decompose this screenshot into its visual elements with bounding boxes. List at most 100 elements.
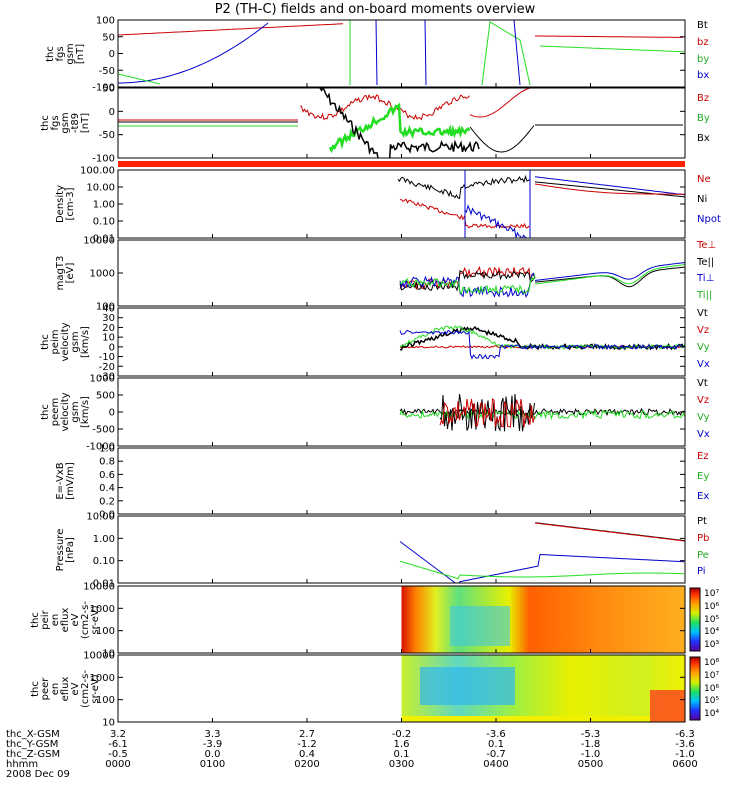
panel-7-ytick-label: 0.6 bbox=[99, 470, 115, 481]
legend-bx: bx bbox=[697, 70, 710, 82]
series-npot bbox=[464, 204, 529, 238]
xaxis-value: 0200 bbox=[294, 759, 320, 770]
xaxis-value: 3.2 bbox=[110, 729, 126, 740]
xaxis-value: -3.6 bbox=[675, 739, 695, 750]
colorbar-label: 10⁴ bbox=[704, 709, 720, 719]
legend-by: By bbox=[697, 113, 710, 124]
legend-te⊥: Te⊥ bbox=[697, 240, 717, 251]
xaxis-value: -6.1 bbox=[108, 739, 128, 750]
panel-6-ytick-label: 0 bbox=[109, 408, 115, 419]
panel-9-ytick-label: 10000 bbox=[83, 582, 115, 593]
legend-pb: Pb bbox=[697, 532, 710, 544]
series-pe bbox=[399, 560, 684, 580]
series-npot-edges bbox=[464, 170, 531, 238]
xaxis-value: 3.3 bbox=[204, 729, 221, 740]
panel-4-data bbox=[399, 262, 685, 298]
spectrogram-peir bbox=[401, 586, 685, 653]
series-ti-par bbox=[399, 274, 536, 295]
colorbar-label: 10⁶ bbox=[704, 683, 720, 694]
panel-9-ytick-label: 100 bbox=[96, 626, 115, 637]
series-bz-active bbox=[299, 93, 470, 121]
panel-6-data bbox=[399, 393, 685, 432]
xaxis-value: 0300 bbox=[388, 759, 415, 770]
xaxis-value: 0400 bbox=[483, 759, 509, 770]
series-late-t bbox=[534, 266, 685, 288]
series-bz bbox=[118, 23, 344, 36]
panel-1-data bbox=[118, 20, 685, 86]
legend-ti⊥: Ti⊥ bbox=[697, 273, 715, 284]
panel-7-ytick-label: 0.0 bbox=[99, 510, 115, 521]
panel-2-ytick-label: -50 bbox=[99, 130, 115, 141]
series-bx-swing bbox=[469, 125, 535, 153]
panel-1-ytick-label: -50 bbox=[99, 66, 115, 77]
colorbar-label: 10⁷ bbox=[704, 589, 720, 599]
legend-vx: Vx bbox=[697, 359, 710, 370]
panel-3-ytick-label: 0.01 bbox=[93, 234, 115, 245]
panel-1-ytick-label: -100 bbox=[92, 83, 115, 94]
panel-3-ytick-label: 10.00 bbox=[86, 183, 115, 194]
panel-6-ytick-label: 1000 bbox=[90, 374, 115, 385]
panel-7-ytick-label: 0.4 bbox=[99, 483, 115, 494]
xaxis-value: 1.6 bbox=[393, 739, 410, 750]
panel-2-ytick-label: 0 bbox=[109, 107, 115, 118]
xaxis-value: -3.9 bbox=[202, 739, 223, 750]
series-te-par bbox=[399, 270, 536, 292]
panel-3-ytick-label: 1.00 bbox=[93, 200, 115, 211]
legend-vy: Vy bbox=[697, 412, 710, 423]
panel-1-ytick-label: 0 bbox=[109, 49, 115, 60]
date-label: 2008 Dec 09 bbox=[6, 769, 70, 780]
legend-bz: bz bbox=[697, 36, 709, 48]
series-by bbox=[118, 20, 531, 86]
legend-vt: Vt bbox=[697, 308, 708, 319]
panel-7-frame bbox=[117, 447, 686, 515]
legend-bz: Bz bbox=[697, 93, 710, 104]
xaxis-row-label: thc_X-GSM bbox=[6, 729, 60, 740]
panel-5-ytick-label: -10 bbox=[99, 352, 115, 363]
panel-6-ytick-label: 500 bbox=[96, 391, 115, 402]
legend-pe: Pe bbox=[697, 549, 709, 561]
panel-1-ytick-label: 100 bbox=[96, 16, 115, 27]
panel-9-ylabel: thc peir en eflux eV (cm2-s-sr-eV) bbox=[30, 600, 101, 639]
series-pb bbox=[534, 522, 685, 542]
panel-5-ytick-label: 10 bbox=[102, 333, 115, 344]
series-bz-swing bbox=[469, 88, 533, 118]
panel-5-ytick-label: 30 bbox=[102, 313, 115, 324]
panel-5-ytick-label: 40 bbox=[102, 304, 115, 315]
colorbar-label: 10⁸ bbox=[704, 658, 720, 668]
panel-10-colorbar bbox=[689, 656, 701, 721]
xaxis-value: 0.1 bbox=[488, 739, 504, 750]
series-ni bbox=[397, 174, 531, 200]
series-by-2 bbox=[539, 45, 685, 53]
panel-9-ytick-label: 1000 bbox=[90, 604, 115, 615]
series-late-ti bbox=[534, 262, 685, 281]
xaxis-row-label: hhmm bbox=[6, 759, 39, 770]
legend-ex: Ex bbox=[697, 491, 710, 502]
panel-2-ytick-label: -100 bbox=[92, 154, 115, 165]
spectrogram-peer-base bbox=[401, 716, 685, 722]
panel-10-ytick-label: 10 bbox=[102, 718, 115, 729]
panel-4-ytick-label: 10000 bbox=[83, 236, 115, 247]
colorbar-label: 10³ bbox=[704, 640, 720, 650]
xaxis-value: 0500 bbox=[577, 759, 604, 770]
panel-7-ytick-label: 0.8 bbox=[99, 457, 115, 468]
series-ne-late bbox=[534, 183, 685, 195]
panel-1-ytick-label: 50 bbox=[102, 32, 115, 43]
legend-ti||: Ti|| bbox=[697, 289, 713, 301]
legend-ey: Ey bbox=[697, 471, 710, 482]
xaxis-value: -5.3 bbox=[580, 729, 601, 740]
series-bx-active bbox=[319, 88, 480, 158]
panel-8-ytick-label: 10.00 bbox=[86, 512, 115, 523]
panel-8-ytick-label: 0.10 bbox=[93, 556, 115, 567]
colorbar-label: 10⁴ bbox=[704, 627, 720, 638]
legend-vy: Vy bbox=[697, 342, 710, 353]
legend-vz: Vz bbox=[697, 395, 710, 406]
legend-ne: Ne bbox=[697, 174, 711, 185]
series-npot-late bbox=[534, 176, 685, 196]
series-by-active bbox=[328, 102, 471, 154]
spectrogram-peer-arc bbox=[650, 690, 685, 722]
panel-3-ytick-label: 100.00 bbox=[80, 166, 115, 177]
series-vx bbox=[399, 329, 685, 360]
xaxis-value: -0.5 bbox=[108, 749, 128, 760]
